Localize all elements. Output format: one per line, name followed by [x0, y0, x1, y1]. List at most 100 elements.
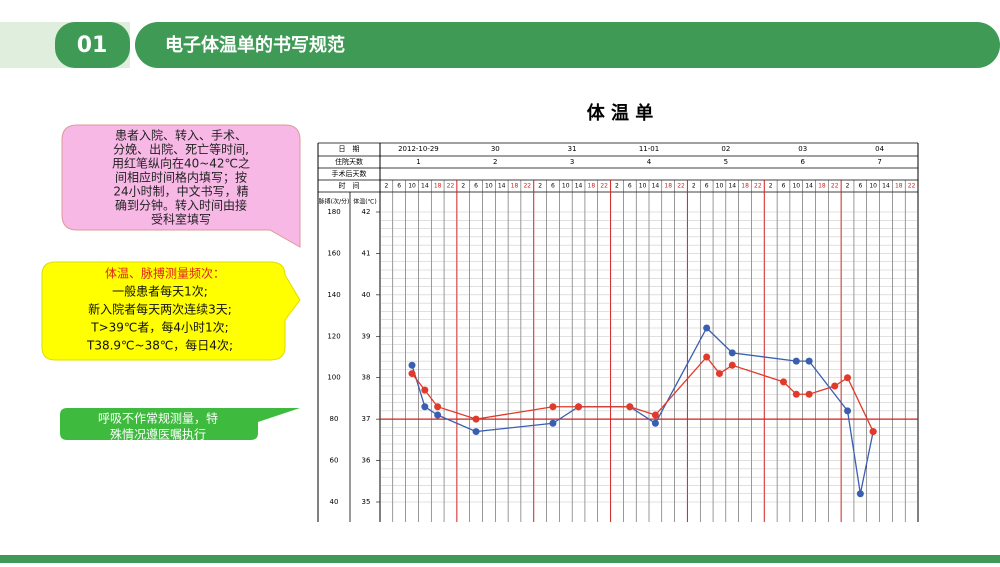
hospital-day: 3 — [570, 158, 574, 166]
temp-tick: 39 — [362, 332, 371, 340]
point — [869, 428, 877, 436]
time-label: 10 — [408, 183, 416, 190]
point — [844, 407, 852, 415]
callout-text: 受科室填写 — [151, 212, 211, 227]
time-label: 14 — [575, 183, 583, 190]
section-number: 01 — [77, 33, 108, 58]
point — [805, 357, 813, 365]
date: 31 — [568, 145, 577, 153]
point — [408, 370, 416, 378]
point — [780, 378, 787, 386]
point — [626, 403, 634, 411]
axis-label: 脉搏(次/分) — [319, 198, 350, 206]
callout-text: 间相应时间格内填写；按 — [115, 170, 247, 185]
point — [549, 403, 557, 411]
time-label: 18 — [895, 183, 903, 190]
time-label: 6 — [628, 183, 632, 190]
time-label: 14 — [728, 183, 736, 190]
callout-text: 一般患者每天1次; — [112, 284, 208, 299]
hospital-day: 1 — [416, 158, 420, 166]
callout-yellow — [41, 261, 301, 361]
time-label: 2 — [692, 183, 696, 190]
point — [421, 386, 429, 394]
temp-tick: 37 — [362, 415, 371, 423]
callout-text: 用红笔纵向在40~42℃之 — [112, 156, 250, 171]
time-label: 6 — [474, 183, 478, 190]
date: 30 — [491, 145, 500, 153]
pulse-tick: 60 — [330, 457, 339, 465]
point — [844, 374, 852, 382]
time-label: 22 — [754, 183, 762, 190]
pulse-tick: 40 — [330, 498, 339, 506]
time-label: 2 — [846, 183, 850, 190]
time-label: 18 — [664, 183, 672, 190]
time-label: 2 — [538, 183, 542, 190]
date: 03 — [798, 145, 807, 153]
row-label: 住院天数 — [335, 157, 363, 166]
time-label: 10 — [562, 183, 570, 190]
time-label: 14 — [421, 183, 429, 190]
point — [728, 361, 736, 369]
callout-text: 患者入院、转入、手术、 — [115, 128, 247, 143]
time-label: 14 — [498, 183, 506, 190]
time-label: 22 — [447, 183, 455, 190]
temp-tick: 38 — [362, 374, 371, 382]
point — [703, 353, 711, 361]
point — [408, 361, 416, 369]
sheet-title: 体 温 单 — [587, 102, 654, 124]
date: 04 — [875, 145, 884, 153]
time-label: 22 — [831, 183, 839, 190]
callout-text: T38.9℃~38℃，每日4次; — [86, 338, 233, 353]
footer-bar — [0, 555, 1000, 563]
pulse-tick: 80 — [330, 415, 339, 423]
callout-text: 分娩、出院、死亡等时间, — [113, 143, 249, 157]
pulse-tick: 100 — [327, 374, 340, 382]
point — [715, 370, 723, 378]
time-label: 6 — [782, 183, 786, 190]
callout-pink — [61, 124, 301, 248]
point — [472, 415, 480, 423]
date: 2012-10-29 — [398, 145, 439, 153]
hospital-day: 7 — [877, 158, 881, 166]
temp-tick: 35 — [362, 498, 371, 506]
callout-heading: 体温、脉搏测量频次： — [105, 266, 225, 281]
time-label: 2 — [615, 183, 619, 190]
date: 02 — [721, 145, 730, 153]
temp-tick: 41 — [362, 249, 371, 257]
callout-text: 殊情况遵医嘱执行 — [110, 427, 206, 442]
point — [651, 411, 659, 419]
time-label: 2 — [769, 183, 773, 190]
time-label: 18 — [434, 183, 442, 190]
pulse-tick: 180 — [327, 208, 340, 216]
point — [651, 419, 659, 427]
point — [421, 403, 429, 411]
row-label: 手术后天数 — [332, 169, 367, 178]
point — [703, 324, 711, 332]
point — [434, 411, 442, 419]
callout-text: 新入院者每天两次连续3天; — [88, 302, 232, 317]
time-label: 6 — [705, 183, 709, 190]
number-badge — [55, 22, 130, 68]
point — [549, 419, 557, 427]
time-label: 22 — [677, 183, 685, 190]
time-label: 2 — [384, 183, 388, 190]
time-label: 14 — [652, 183, 660, 190]
callout-text: 24小时制，中文书写，精 — [113, 184, 248, 199]
temp-tick: 36 — [362, 457, 371, 465]
time-label: 22 — [908, 183, 916, 190]
point — [805, 390, 813, 398]
point — [434, 403, 442, 411]
time-label: 10 — [869, 183, 877, 190]
hospital-day: 5 — [724, 158, 728, 166]
pulse-tick: 140 — [327, 291, 340, 299]
point — [856, 490, 864, 498]
time-label: 10 — [485, 183, 493, 190]
axis-label: 体温(℃) — [353, 198, 376, 206]
time-label: 10 — [639, 183, 647, 190]
hospital-day: 4 — [647, 158, 652, 166]
callout-text: 呼吸不作常规测量，特 — [98, 411, 218, 426]
time-label: 22 — [523, 183, 531, 190]
time-label: 18 — [818, 183, 826, 190]
